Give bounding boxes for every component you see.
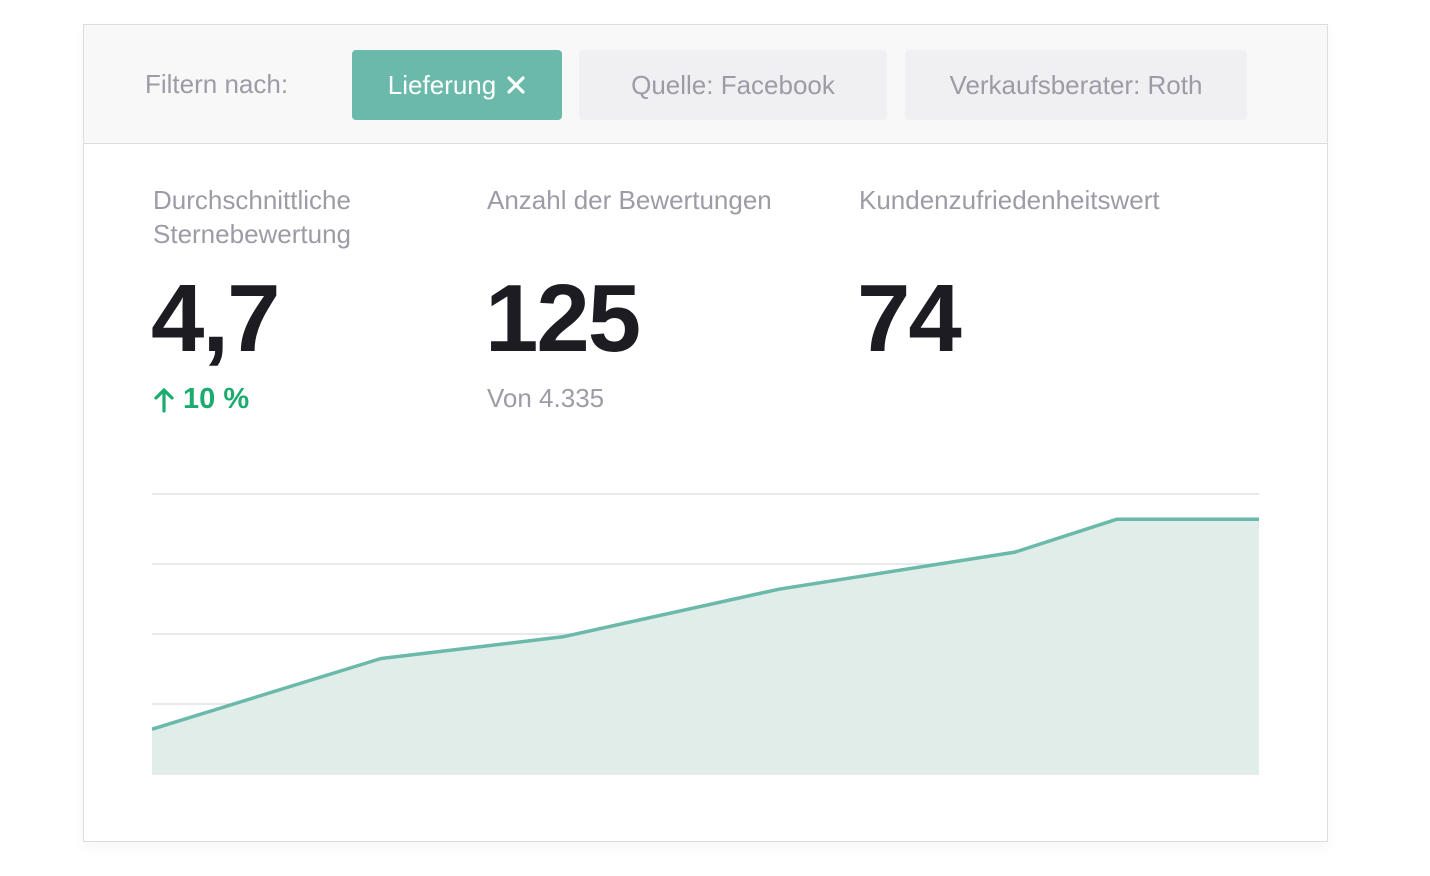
trend-area-chart <box>152 493 1259 775</box>
filter-chip-delivery[interactable]: Lieferung <box>352 50 562 120</box>
filter-chip-sales-advisor[interactable]: Verkaufsberater: Roth <box>905 50 1247 120</box>
filter-chip-delivery-label: Lieferung <box>387 69 497 100</box>
metric-value: 125 <box>485 265 641 372</box>
metric-label: Anzahl der Bewertungen <box>487 185 772 215</box>
trend-badge: 10 % <box>153 383 249 416</box>
close-icon[interactable] <box>506 75 526 95</box>
chart-series-line <box>152 517 1259 731</box>
chart-area-fill <box>152 519 1259 774</box>
filter-bar: Filtern nach: Lieferung Quelle: Facebook… <box>84 25 1327 144</box>
metric-label: Kundenzufriedenheitswert <box>859 185 1160 215</box>
filter-chip-source[interactable]: Quelle: Facebook <box>579 50 887 120</box>
metric-average-star-rating: Durchschnittliche Sternebewertung 4,7 10… <box>151 183 453 415</box>
metric-customer-satisfaction: Kundenzufriedenheitswert 74 <box>857 183 1259 367</box>
dashboard-card: Filtern nach: Lieferung Quelle: Facebook… <box>83 24 1328 842</box>
metric-label: Durchschnittliche Sternebewertung <box>153 185 352 249</box>
trend-value: 10 % <box>183 383 250 415</box>
metric-subtext: Von 4.335 <box>487 383 605 413</box>
metric-review-count: Anzahl der Bewertungen 125 Von 4.335 <box>485 183 847 413</box>
metric-value: 4,7 <box>151 265 280 372</box>
metric-value: 74 <box>857 265 962 372</box>
filter-label: Filtern nach: <box>145 69 289 99</box>
arrow-up-icon <box>154 387 174 413</box>
